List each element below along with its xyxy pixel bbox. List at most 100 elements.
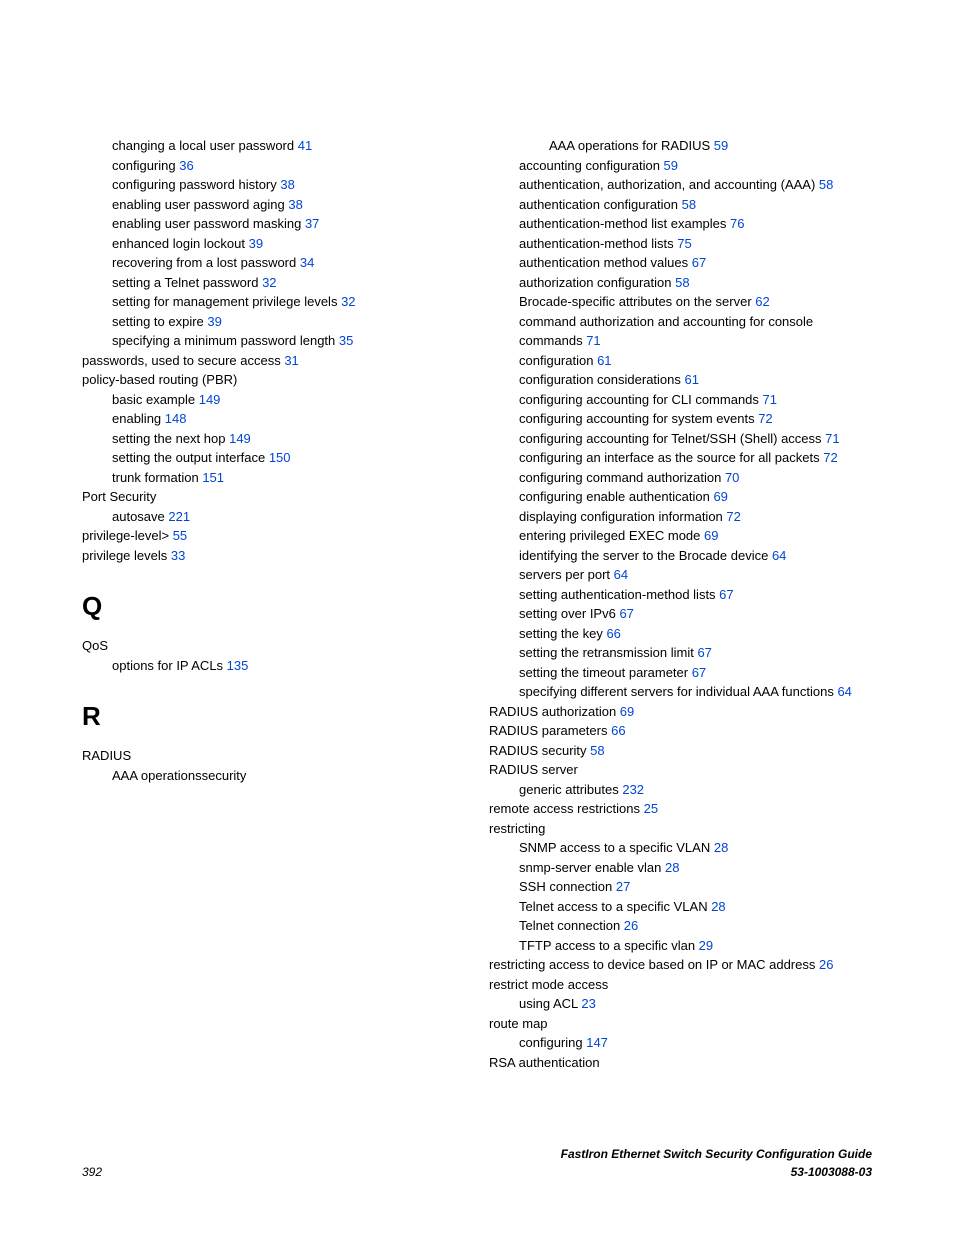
index-page-link[interactable]: 151: [202, 470, 224, 485]
index-page-link[interactable]: 32: [262, 275, 276, 290]
index-page-link[interactable]: 25: [644, 801, 658, 816]
index-columns: changing a local user password 41configu…: [82, 136, 872, 1072]
index-entry: Brocade-specific attributes on the serve…: [519, 292, 872, 312]
index-page-link[interactable]: 26: [624, 918, 638, 933]
index-entry: privilege levels 33: [82, 546, 465, 566]
index-entry: AAA operations for RADIUS 59: [549, 136, 872, 156]
index-entry-text: RADIUS server: [489, 762, 578, 777]
index-page-link[interactable]: 29: [699, 938, 713, 953]
index-entry-text: generic attributes: [519, 782, 622, 797]
index-page-link[interactable]: 28: [711, 899, 725, 914]
index-entry: AAA operationssecurity: [112, 766, 465, 786]
index-entry: setting the timeout parameter 67: [519, 663, 872, 683]
index-page-link[interactable]: 71: [763, 392, 777, 407]
index-page-link[interactable]: 70: [725, 470, 739, 485]
index-entry-text: Port Security: [82, 489, 156, 504]
index-page-link[interactable]: 38: [280, 177, 294, 192]
index-page-link[interactable]: 59: [664, 158, 678, 173]
index-page-link[interactable]: 149: [199, 392, 221, 407]
index-page-link[interactable]: 69: [620, 704, 634, 719]
index-page-link[interactable]: 76: [730, 216, 744, 231]
index-page-link[interactable]: 39: [207, 314, 221, 329]
index-page-link[interactable]: 41: [298, 138, 312, 153]
index-entry-text: accounting configuration: [519, 158, 664, 173]
right-column: AAA operations for RADIUS 59 accounting c…: [489, 136, 872, 1072]
index-page-link[interactable]: 23: [581, 996, 595, 1011]
index-page-link[interactable]: 34: [300, 255, 314, 270]
index-page-link[interactable]: 38: [288, 197, 302, 212]
index-entry-text: configuring accounting for system events: [519, 411, 758, 426]
index-page-link[interactable]: 71: [586, 333, 600, 348]
index-entry-text: RSA authentication: [489, 1055, 600, 1070]
index-page-link[interactable]: 72: [726, 509, 740, 524]
index-page-link[interactable]: 39: [249, 236, 263, 251]
index-page-link[interactable]: 31: [284, 353, 298, 368]
index-page-link[interactable]: 67: [697, 645, 711, 660]
index-entry: restrict mode access: [489, 975, 872, 995]
index-entry: configuring accounting for system events…: [519, 409, 872, 429]
index-entry: QoS: [82, 636, 465, 656]
index-page-link[interactable]: 72: [758, 411, 772, 426]
index-page-link[interactable]: 35: [339, 333, 353, 348]
index-page-link[interactable]: 69: [713, 489, 727, 504]
index-page-link[interactable]: 221: [168, 509, 190, 524]
index-page-link[interactable]: 75: [677, 236, 691, 251]
index-entry: enhanced login lockout 39: [112, 234, 465, 254]
index-page-link[interactable]: 59: [714, 138, 728, 153]
footer-page-number: 392: [82, 1163, 102, 1181]
footer-doc-id: 53-1003088-03: [561, 1163, 872, 1181]
index-entry-text: RADIUS security: [489, 743, 590, 758]
index-page-link[interactable]: 66: [611, 723, 625, 738]
index-page-link[interactable]: 148: [165, 411, 187, 426]
index-entry-text: route map: [489, 1016, 548, 1031]
index-entry: configuring an interface as the source f…: [519, 448, 872, 468]
index-page-link[interactable]: 232: [622, 782, 644, 797]
index-page-link[interactable]: 28: [714, 840, 728, 855]
index-page-link[interactable]: 72: [823, 450, 837, 465]
index-page-link[interactable]: 58: [675, 275, 689, 290]
index-page-link[interactable]: 67: [692, 665, 706, 680]
index-page-link[interactable]: 67: [692, 255, 706, 270]
index-page-link[interactable]: 28: [665, 860, 679, 875]
index-page-link[interactable]: 149: [229, 431, 251, 446]
index-entry-text: command authorization and accounting for…: [519, 314, 813, 349]
index-page-link[interactable]: 27: [616, 879, 630, 894]
index-entry-text: setting to expire: [112, 314, 207, 329]
index-page-link[interactable]: 66: [606, 626, 620, 641]
index-page-link[interactable]: 32: [341, 294, 355, 309]
index-entry: enabling user password masking 37: [112, 214, 465, 234]
index-entry: enabling 148: [112, 409, 465, 429]
index-page-link[interactable]: 61: [597, 353, 611, 368]
index-page-link[interactable]: 64: [837, 684, 851, 699]
index-page-link[interactable]: 150: [269, 450, 291, 465]
index-entry: RADIUS authorization 69: [489, 702, 872, 722]
index-page-link[interactable]: 58: [590, 743, 604, 758]
index-entry-text: identifying the server to the Brocade de…: [519, 548, 772, 563]
index-page-link[interactable]: 55: [173, 528, 187, 543]
index-page-link[interactable]: 62: [755, 294, 769, 309]
index-entry-text: configuring password history: [112, 177, 280, 192]
index-entry-text: QoS: [82, 638, 108, 653]
index-page-link[interactable]: 67: [719, 587, 733, 602]
index-entry: servers per port 64: [519, 565, 872, 585]
index-entry-text: configuring enable authentication: [519, 489, 713, 504]
index-entry: SSH connection 27: [519, 877, 872, 897]
index-page-link[interactable]: 64: [772, 548, 786, 563]
index-page-link[interactable]: 26: [819, 957, 833, 972]
index-page-link[interactable]: 69: [704, 528, 718, 543]
index-entry: configuring command authorization 70: [519, 468, 872, 488]
index-entry-text: enabling: [112, 411, 165, 426]
index-page-link[interactable]: 58: [819, 177, 833, 192]
index-page-link[interactable]: 147: [586, 1035, 608, 1050]
index-entry: RADIUS server: [489, 760, 872, 780]
index-page-link[interactable]: 64: [614, 567, 628, 582]
index-page-link[interactable]: 71: [825, 431, 839, 446]
index-page-link[interactable]: 61: [685, 372, 699, 387]
index-page-link[interactable]: 58: [682, 197, 696, 212]
index-page-link[interactable]: 135: [227, 658, 249, 673]
index-entry: configuring enable authentication 69: [519, 487, 872, 507]
index-page-link[interactable]: 36: [179, 158, 193, 173]
index-page-link[interactable]: 67: [619, 606, 633, 621]
index-page-link[interactable]: 37: [305, 216, 319, 231]
index-page-link[interactable]: 33: [171, 548, 185, 563]
